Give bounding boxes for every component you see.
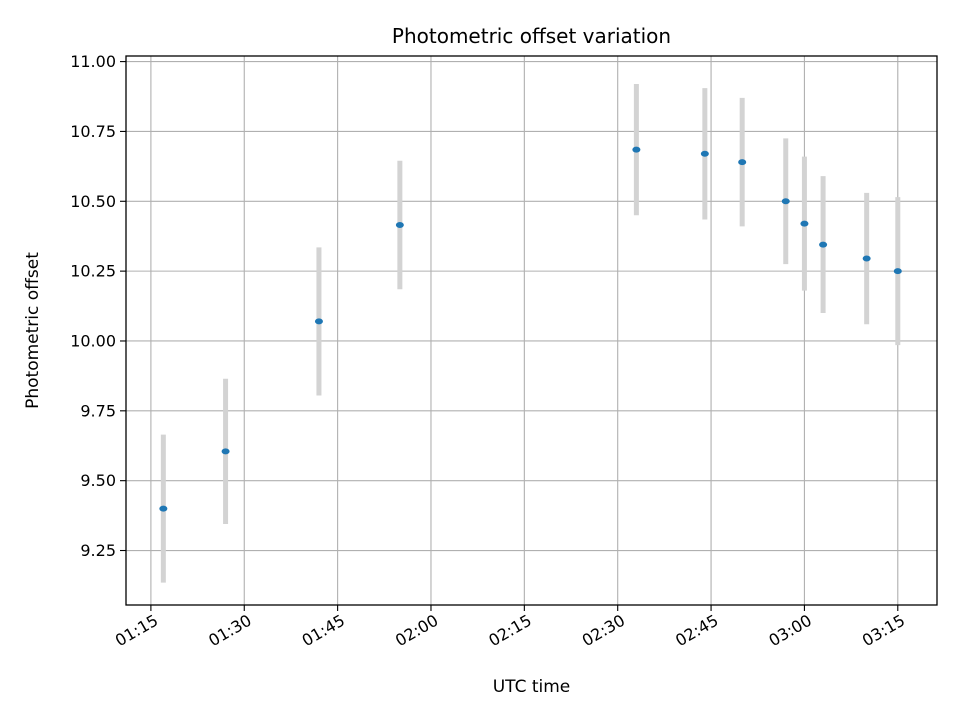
data-points	[159, 146, 902, 512]
data-point	[632, 146, 641, 153]
y-tick-label: 9.75	[80, 401, 116, 420]
data-point	[395, 222, 404, 229]
data-point	[159, 505, 168, 512]
y-tick-label: 9.25	[80, 541, 116, 560]
y-tick-label: 11.00	[70, 52, 116, 71]
y-tick-label: 10.50	[70, 192, 116, 211]
y-tick-label: 10.00	[70, 331, 116, 350]
data-point	[819, 241, 828, 248]
data-point	[221, 448, 230, 455]
y-axis-ticks: 9.25 9.50 9.75 10.00 10.25 10.50 10.75 11.00	[70, 52, 126, 560]
data-point	[738, 159, 747, 166]
chart-title: Photometric offset variation	[392, 24, 671, 48]
grid-lines	[126, 56, 937, 605]
data-point	[781, 198, 790, 205]
data-point	[862, 255, 871, 262]
y-axis-title: Photometric offset	[23, 252, 43, 409]
plot-frame	[125, 55, 938, 606]
data-point	[700, 150, 709, 157]
data-point	[800, 220, 809, 227]
y-tick-label: 10.75	[70, 122, 116, 141]
x-axis-title: UTC time	[493, 677, 571, 697]
data-point	[314, 318, 323, 325]
data-point	[893, 268, 902, 275]
y-tick-label: 10.25	[70, 262, 116, 281]
plot-area	[126, 56, 937, 605]
y-tick-label: 9.50	[80, 471, 116, 490]
